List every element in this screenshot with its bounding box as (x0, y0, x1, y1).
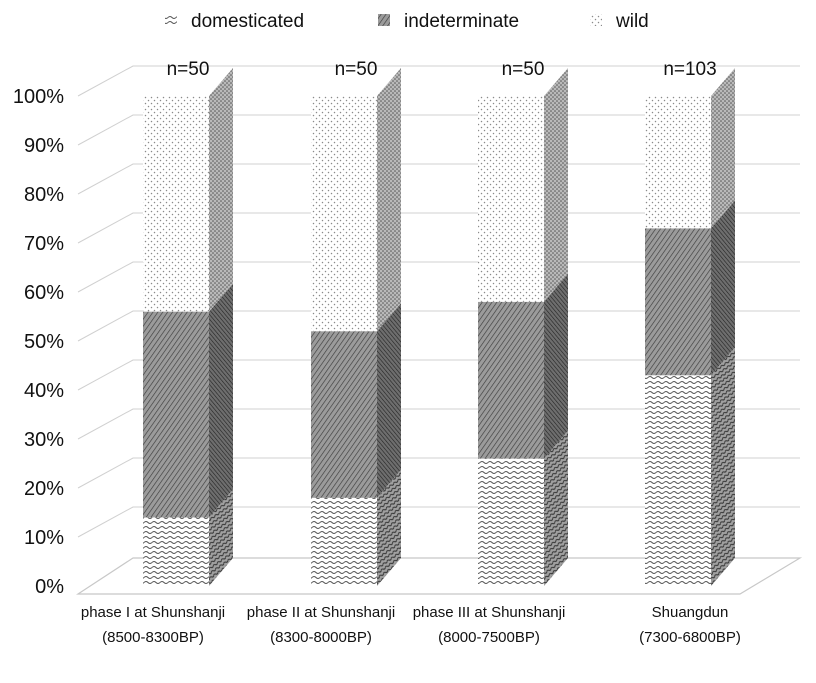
gridline (77, 114, 800, 146)
gridline (77, 310, 800, 342)
bar-domesticated-front (645, 375, 711, 586)
bar-segment (143, 68, 233, 312)
bar-segment (311, 303, 401, 498)
sample-size-label: n=103 (663, 59, 716, 80)
category-label: phase II at Shunshanji (247, 604, 395, 621)
gridline (77, 359, 800, 391)
bar-wild-front (478, 96, 544, 302)
gridline (77, 163, 800, 195)
y-tick-label: 80% (24, 184, 64, 206)
bar-segment (143, 283, 233, 518)
sample-size-labels: n=50 n=50 n=50 n=103 (167, 59, 717, 80)
bar-domesticated-front (311, 497, 377, 586)
legend-label: indeterminate (404, 11, 519, 32)
chart-floor (75, 557, 803, 595)
bar-indeterminate-side (544, 273, 568, 459)
gridline (77, 65, 800, 97)
bar-domesticated-side (711, 347, 735, 586)
bar-domesticated-side (377, 469, 401, 586)
y-tick-label: 70% (24, 233, 64, 255)
bar-indeterminate-front (143, 311, 209, 518)
bar-wild-front (645, 96, 711, 229)
gridlines (77, 65, 800, 538)
legend-swatch (165, 14, 177, 26)
bar-segment (645, 200, 735, 376)
bar-indeterminate-side (711, 200, 735, 376)
bar-segment (311, 68, 401, 332)
sample-size-label: n=50 (335, 59, 378, 80)
y-tick-label: 20% (24, 478, 64, 500)
y-tick-label: 10% (24, 527, 64, 549)
bar-domesticated-front (143, 517, 209, 586)
category-label: phase III at Shunshanji (413, 604, 566, 621)
category-label: phase I at Shunshanji (81, 604, 225, 621)
bar-domesticated-front (478, 458, 544, 586)
bar-indeterminate-front (645, 228, 711, 376)
gridline (77, 261, 800, 293)
bar-indeterminate-side (377, 303, 401, 498)
category-label: Shuangdun (652, 604, 729, 621)
floor-plane (75, 557, 803, 595)
bar-wild-side (377, 68, 401, 332)
category-label: (8500-8300BP) (102, 629, 204, 646)
legend-swatch (590, 14, 602, 26)
bar-wild-side (209, 68, 233, 312)
y-axis-ticks: 0% 10% 20% 30% 40% 50% 60% 70% 80% 90% 100% (13, 86, 64, 598)
gridline (77, 212, 800, 244)
bar-wild-front (143, 96, 209, 312)
gridline (77, 506, 800, 538)
bar-domesticated-side (209, 489, 233, 586)
category-label: (7300-6800BP) (639, 629, 741, 646)
sample-size-label: n=50 (502, 59, 545, 80)
y-tick-label: 50% (24, 331, 64, 353)
bar-segment (478, 430, 568, 586)
bar-wild-side (544, 68, 568, 302)
legend-label: domesticated (191, 11, 304, 32)
sample-size-label: n=50 (167, 59, 210, 80)
y-tick-label: 40% (24, 380, 64, 402)
category-label: (8300-8000BP) (270, 629, 372, 646)
bar-indeterminate-front (478, 301, 544, 459)
bar-domesticated-side (544, 430, 568, 586)
legend-swatch (378, 14, 390, 26)
bar-indeterminate-side (209, 283, 233, 518)
gridline (77, 408, 800, 440)
x-axis-categories: phase I at Shunshanji (8500-8300BP) phase … (81, 604, 741, 646)
legend-label: wild (615, 11, 649, 32)
bars (143, 68, 735, 586)
bar-segment (478, 273, 568, 459)
category-label: (8000-7500BP) (438, 629, 540, 646)
bar-segment (311, 469, 401, 586)
bar-wild-front (311, 96, 377, 332)
y-tick-label: 100% (13, 86, 64, 108)
bar-segment (645, 68, 735, 229)
bar-segment (143, 489, 233, 586)
bar-wild-side (711, 68, 735, 229)
y-tick-label: 30% (24, 429, 64, 451)
legend: domesticated indeterminate wild (165, 11, 649, 32)
gridline (77, 457, 800, 489)
y-tick-label: 60% (24, 282, 64, 304)
y-tick-label: 0% (35, 576, 64, 598)
bar-segment (478, 68, 568, 302)
bar-indeterminate-front (311, 331, 377, 498)
bar-segment (645, 347, 735, 586)
y-tick-label: 90% (24, 135, 64, 157)
